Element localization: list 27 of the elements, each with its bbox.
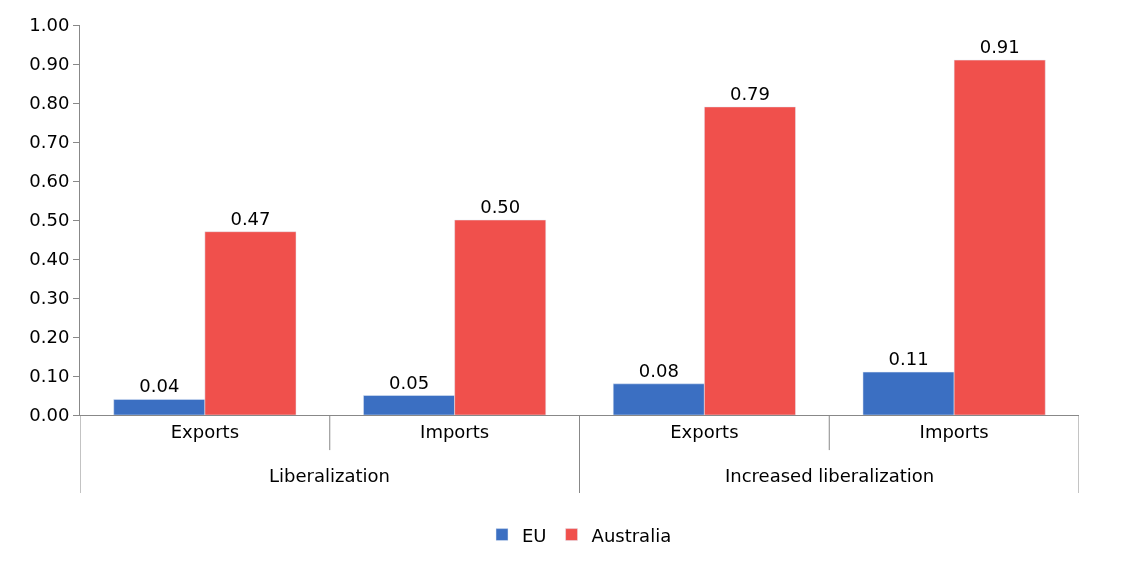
x-tick-label: Exports [670,420,739,442]
x-tick-label: Imports [919,420,989,442]
y-tick-label: 0.40 [29,248,70,270]
y-tick-label: 0.20 [29,326,70,348]
y-tick-label: 0.50 [29,209,70,231]
data-label: 0.05 [389,371,430,393]
y-tick-label: 0.60 [29,170,70,192]
y-tick-label: 0.30 [29,287,70,309]
data-label: 0.04 [139,375,180,397]
y-tick-label: 0.70 [29,131,70,153]
text: Liberalization [269,465,390,486]
data-label: 0.11 [888,348,929,370]
data-label: 0.50 [480,196,521,217]
data-label: 0.79 [729,82,770,104]
legend-label: Australia [591,524,672,546]
y-tick-label: 0.90 [29,53,70,75]
y-tick-label: 0.10 [29,365,70,387]
y-tick-label: 1.00 [29,14,70,36]
x-tick-label: Exports [170,420,240,442]
y-tick-label: 0.80 [29,92,70,114]
data-label: 0.08 [638,359,679,381]
text: Increased liberalization [725,465,935,486]
legend-label: EU [522,524,547,546]
y-tick-label: 0.00 [29,404,70,426]
data-label: 0.47 [230,207,271,229]
x-tick-label: Imports [420,420,490,442]
data-label: 0.91 [979,36,1020,58]
